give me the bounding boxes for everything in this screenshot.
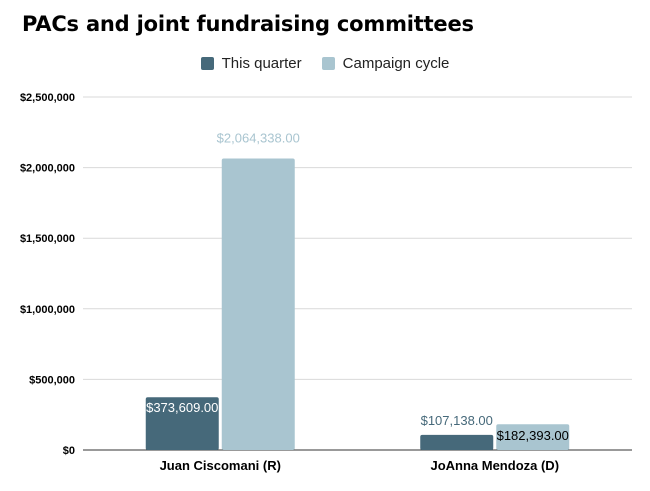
x-tick-label: Juan Ciscomani (R) (160, 458, 281, 473)
bar (420, 434, 494, 450)
data-label: $2,064,338.00 (217, 131, 300, 146)
y-tick-label: $1,500,000 (20, 233, 75, 245)
legend-item-this-quarter[interactable]: This quarter (200, 55, 302, 72)
legend-item-campaign-cycle[interactable]: Campaign cycle (321, 55, 450, 72)
y-tick-label: $2,500,000 (20, 92, 75, 104)
legend: This quarter Campaign cycle (0, 55, 650, 72)
legend-label-campaign-cycle: Campaign cycle (342, 55, 450, 72)
y-tick-label: $2,000,000 (20, 163, 75, 175)
y-tick-label: $1,000,000 (20, 304, 75, 316)
data-label: $107,138.00 (421, 413, 493, 428)
legend-label-this-quarter: This quarter (221, 55, 302, 72)
y-tick-label: $500,000 (29, 374, 75, 386)
bar (221, 158, 295, 450)
legend-swatch-campaign-cycle (321, 57, 335, 70)
chart-title: PACs and joint fundraising committees (22, 12, 474, 36)
data-label: $182,393.00 (497, 428, 569, 443)
x-tick-label: JoAnna Mendoza (D) (430, 458, 559, 473)
data-label: $373,609.00 (146, 400, 218, 415)
y-tick-label: $0 (63, 445, 75, 457)
bar (496, 424, 570, 450)
bar (145, 397, 219, 450)
legend-swatch-this-quarter (200, 57, 214, 70)
